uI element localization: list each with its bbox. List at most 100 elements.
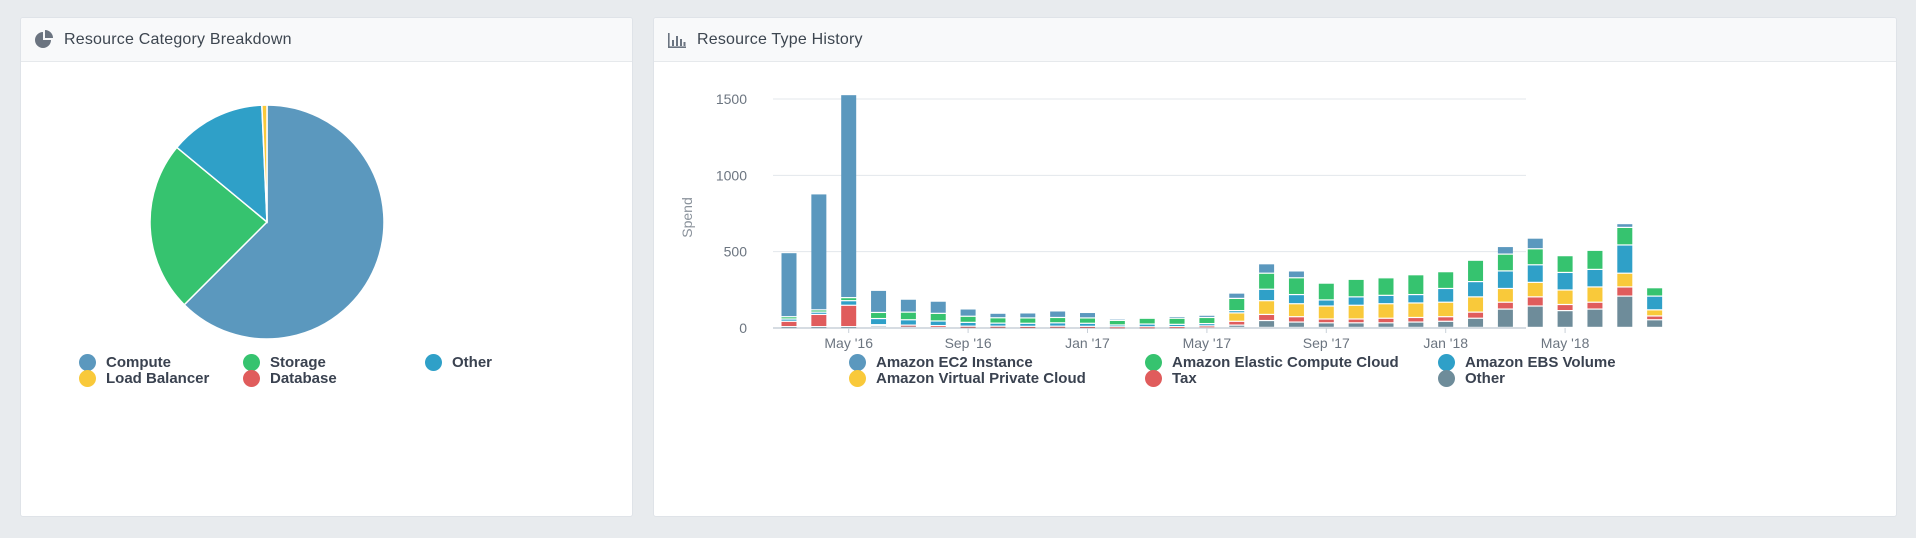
- bar-segment-other[interactable]: [1318, 323, 1334, 327]
- bar-segment-amazon-ec2-instance[interactable]: [781, 253, 797, 317]
- bar-stack[interactable]: [1288, 271, 1304, 327]
- bar-segment-tax[interactable]: [990, 326, 1006, 328]
- bar-segment-amazon-elastic-compute-cloud[interactable]: [781, 317, 797, 319]
- bar-segment-amazon-ec2-instance[interactable]: [1169, 317, 1185, 318]
- bar-segment-amazon-ec2-instance[interactable]: [900, 299, 916, 312]
- bar-segment-other[interactable]: [841, 327, 857, 329]
- bar-segment-tax[interactable]: [1468, 312, 1484, 318]
- bar-segment-amazon-ebs-volume[interactable]: [960, 322, 976, 326]
- bar-segment-tax[interactable]: [1617, 287, 1633, 296]
- bar-segment-tax[interactable]: [1199, 326, 1215, 328]
- bar-segment-other[interactable]: [1468, 318, 1484, 327]
- bar-segment-other[interactable]: [1497, 309, 1513, 327]
- bar-stack[interactable]: [1647, 288, 1663, 327]
- bar-segment-amazon-elastic-compute-cloud[interactable]: [1288, 278, 1304, 294]
- bar-segment-amazon-ebs-volume[interactable]: [1199, 324, 1215, 326]
- bar-segment-amazon-elastic-compute-cloud[interactable]: [1617, 228, 1633, 245]
- bar-stack[interactable]: [960, 309, 976, 328]
- bar-segment-amazon-ebs-volume[interactable]: [900, 320, 916, 325]
- bar-segment-amazon-ebs-volume[interactable]: [1468, 282, 1484, 297]
- bar-segment-tax[interactable]: [1080, 326, 1095, 328]
- bar-segment-amazon-elastic-compute-cloud[interactable]: [1468, 260, 1484, 281]
- bar-segment-amazon-virtual-private-cloud[interactable]: [1557, 290, 1573, 304]
- bar-stack[interactable]: [1199, 315, 1215, 328]
- bar-segment-amazon-ec2-instance[interactable]: [1020, 313, 1036, 318]
- bar-segment-amazon-ebs-volume[interactable]: [781, 319, 797, 321]
- bar-segment-amazon-ec2-instance[interactable]: [1527, 238, 1543, 249]
- bar-stack[interactable]: [1587, 250, 1603, 327]
- bar-segment-amazon-ec2-instance[interactable]: [1497, 247, 1513, 254]
- bar-segment-amazon-ebs-volume[interactable]: [1259, 289, 1275, 301]
- pie-slice-other[interactable]: [175, 104, 268, 224]
- bar-segment-tax[interactable]: [1527, 297, 1543, 306]
- bar-segment-amazon-virtual-private-cloud[interactable]: [1617, 273, 1633, 287]
- bar-segment-amazon-elastic-compute-cloud[interactable]: [1557, 256, 1573, 272]
- bar-segment-amazon-elastic-compute-cloud[interactable]: [1438, 272, 1454, 288]
- bar-segment-other[interactable]: [1288, 322, 1304, 327]
- bar-segment-amazon-ebs-volume[interactable]: [1587, 269, 1603, 287]
- bar-segment-amazon-ebs-volume[interactable]: [1139, 324, 1155, 327]
- bar-segment-other[interactable]: [1587, 309, 1603, 327]
- bar-segment-other[interactable]: [1557, 311, 1573, 327]
- bar-stack[interactable]: [1318, 283, 1334, 327]
- bar-segment-amazon-ec2-instance[interactable]: [1199, 315, 1215, 317]
- bar-segment-tax[interactable]: [1288, 317, 1304, 322]
- bar-segment-other[interactable]: [1617, 296, 1633, 327]
- bar-segment-amazon-virtual-private-cloud[interactable]: [1408, 303, 1424, 317]
- bar-stack[interactable]: [1438, 272, 1454, 327]
- bar-segment-amazon-ebs-volume[interactable]: [1438, 289, 1454, 302]
- bar-segment-amazon-virtual-private-cloud[interactable]: [1497, 289, 1513, 302]
- bar-segment-amazon-ebs-volume[interactable]: [1647, 296, 1663, 310]
- bar-segment-amazon-elastic-compute-cloud[interactable]: [1527, 249, 1543, 265]
- pie-slice-load-balancer[interactable]: [261, 104, 268, 223]
- bar-segment-amazon-elastic-compute-cloud[interactable]: [1229, 298, 1245, 311]
- bar-segment-tax[interactable]: [1050, 326, 1066, 328]
- bar-segment-amazon-elastic-compute-cloud[interactable]: [900, 312, 916, 320]
- bar-stack[interactable]: [781, 253, 797, 329]
- bar-segment-amazon-ebs-volume[interactable]: [1169, 324, 1185, 327]
- bar-segment-other[interactable]: [1438, 321, 1454, 327]
- bar-segment-amazon-elastic-compute-cloud[interactable]: [1647, 288, 1663, 296]
- bar-segment-tax[interactable]: [960, 326, 976, 328]
- bar-segment-tax[interactable]: [1647, 316, 1663, 320]
- bar-segment-amazon-ebs-volume[interactable]: [1408, 295, 1424, 303]
- bar-segment-amazon-ec2-instance[interactable]: [1259, 264, 1275, 273]
- bar-segment-amazon-elastic-compute-cloud[interactable]: [841, 298, 857, 301]
- bar-segment-tax[interactable]: [1497, 302, 1513, 309]
- bar-segment-tax[interactable]: [1318, 319, 1334, 323]
- bar-segment-amazon-elastic-compute-cloud[interactable]: [1348, 279, 1364, 297]
- bar-segment-amazon-ebs-volume[interactable]: [1288, 295, 1304, 304]
- bar-segment-amazon-ebs-volume[interactable]: [1080, 323, 1095, 326]
- bar-segment-amazon-elastic-compute-cloud[interactable]: [990, 318, 1006, 323]
- bar-segment-amazon-virtual-private-cloud[interactable]: [1468, 297, 1484, 312]
- bar-segment-amazon-ebs-volume[interactable]: [1378, 295, 1394, 304]
- bar-segment-amazon-ebs-volume[interactable]: [1050, 323, 1066, 326]
- bar-segment-amazon-virtual-private-cloud[interactable]: [1647, 310, 1663, 316]
- pie-slice-storage[interactable]: [149, 146, 269, 306]
- bar-segment-amazon-ebs-volume[interactable]: [1348, 297, 1364, 305]
- bar-segment-amazon-virtual-private-cloud[interactable]: [1587, 287, 1603, 302]
- bar-segment-other[interactable]: [1378, 323, 1394, 327]
- bar-segment-amazon-ebs-volume[interactable]: [871, 319, 887, 325]
- bar-segment-amazon-ec2-instance[interactable]: [841, 95, 857, 298]
- bar-segment-amazon-elastic-compute-cloud[interactable]: [1497, 254, 1513, 271]
- bar-segment-tax[interactable]: [1408, 318, 1424, 322]
- bar-segment-tax[interactable]: [930, 326, 946, 327]
- bar-segment-amazon-elastic-compute-cloud[interactable]: [1587, 250, 1603, 269]
- bar-segment-amazon-elastic-compute-cloud[interactable]: [1318, 283, 1334, 300]
- bar-segment-amazon-elastic-compute-cloud[interactable]: [1378, 278, 1394, 295]
- bar-segment-amazon-ec2-instance[interactable]: [871, 290, 887, 312]
- bar-segment-other[interactable]: [1229, 325, 1245, 327]
- bar-segment-amazon-ebs-volume[interactable]: [930, 321, 946, 325]
- bar-segment-amazon-ebs-volume[interactable]: [1527, 265, 1543, 282]
- bar-segment-amazon-ebs-volume[interactable]: [1318, 300, 1334, 306]
- bar-segment-other[interactable]: [1259, 321, 1275, 327]
- bar-segment-tax[interactable]: [1020, 326, 1036, 328]
- bar-stack[interactable]: [1080, 313, 1095, 329]
- bar-segment-amazon-ebs-volume[interactable]: [841, 301, 857, 305]
- bar-stack[interactable]: [811, 194, 827, 329]
- bar-segment-amazon-elastic-compute-cloud[interactable]: [1050, 318, 1066, 323]
- bar-segment-tax[interactable]: [1438, 317, 1454, 321]
- bar-stack[interactable]: [1109, 319, 1125, 329]
- bar-segment-tax[interactable]: [1587, 302, 1603, 309]
